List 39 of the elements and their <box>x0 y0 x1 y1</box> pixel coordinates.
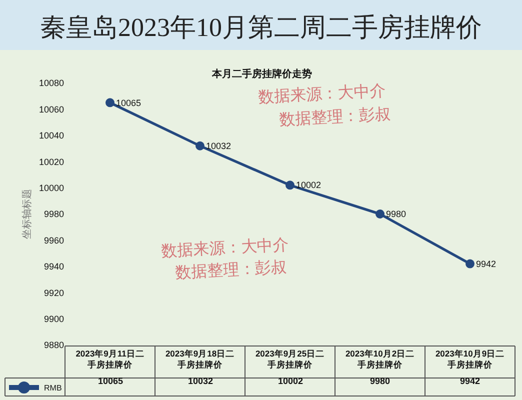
data-label: 9942 <box>460 376 480 386</box>
y-tick-label: 9920 <box>44 288 64 298</box>
x-tick-label: 2023年9月25日二手房挂牌价 <box>255 348 325 370</box>
y-tick-label: 9980 <box>44 209 64 220</box>
annotation: 数据来源：大中介 <box>258 82 386 106</box>
text: 9980 <box>386 209 406 219</box>
x-tick-label: 2023年10月9日二手房挂牌价 <box>435 348 505 370</box>
text: 10032 <box>206 141 232 151</box>
chart-subtitle: 本月二手房挂牌价走势 <box>211 68 312 80</box>
data-label: 10032 <box>188 376 214 386</box>
text: 10065 <box>116 98 142 108</box>
y-tick-label: 9880 <box>44 340 64 350</box>
x-tick-label: 2023年10月2日二手房挂牌价 <box>345 348 415 370</box>
y-tick-label: 9940 <box>44 262 64 272</box>
y-tick-label: 10080 <box>38 78 64 88</box>
y-tick-label: 10040 <box>38 130 64 141</box>
y-axis-title: 坐标轴标题 <box>20 189 33 239</box>
y-tick-label: 10020 <box>38 156 64 167</box>
text: 10002 <box>296 180 322 190</box>
point <box>466 259 474 268</box>
y-tick-label: 10060 <box>38 104 64 114</box>
annotation: 数据来源：大中介 <box>160 236 290 260</box>
annotation: 数据整理：彭叔 <box>174 258 288 282</box>
x-tick-label: 2023年9月18日二手房挂牌价 <box>165 348 235 370</box>
point <box>106 98 114 108</box>
y-tick-label: 9960 <box>44 235 64 246</box>
text: 9942 <box>476 259 496 269</box>
annotation: 数据整理：彭叔 <box>278 105 392 129</box>
x-tick-label: 2023年9月11日二手房挂牌价 <box>76 348 144 370</box>
legend-label: RMB <box>44 384 62 393</box>
point <box>376 210 384 218</box>
data-label: 10002 <box>278 376 304 386</box>
chart-title: 秦皇岛2023年10月第二周二手房挂牌价 <box>40 13 482 42</box>
data-label: 10065 <box>98 376 124 386</box>
y-tick-label: 9900 <box>44 314 64 324</box>
point <box>286 180 294 190</box>
data-label: 9980 <box>370 376 390 386</box>
y-tick-label: 10000 <box>38 182 64 193</box>
point <box>196 141 204 150</box>
